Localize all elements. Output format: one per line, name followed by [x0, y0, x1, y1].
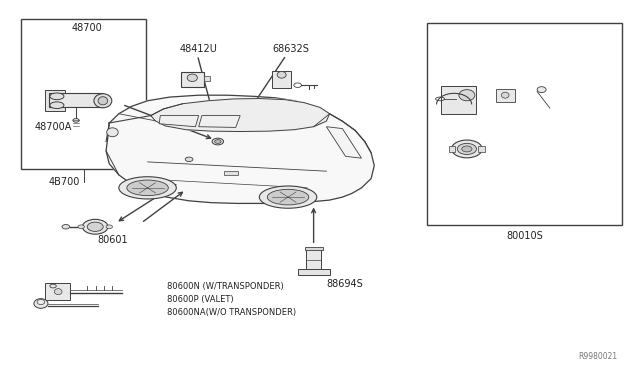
- Ellipse shape: [537, 87, 546, 93]
- Ellipse shape: [94, 94, 112, 108]
- Ellipse shape: [268, 189, 309, 205]
- Bar: [478, 146, 484, 152]
- Text: 48700A: 48700A: [35, 122, 72, 132]
- Text: 80600P (VALET): 80600P (VALET): [167, 295, 234, 304]
- Bar: [180, 72, 204, 87]
- Ellipse shape: [73, 119, 79, 122]
- Text: R9980021: R9980021: [578, 352, 618, 361]
- Bar: [305, 247, 323, 250]
- Ellipse shape: [259, 186, 317, 208]
- Ellipse shape: [87, 222, 103, 231]
- Ellipse shape: [107, 128, 118, 137]
- Text: 80601: 80601: [97, 235, 128, 245]
- Ellipse shape: [50, 93, 64, 100]
- Ellipse shape: [277, 71, 286, 78]
- Text: 48412U: 48412U: [180, 44, 218, 54]
- Ellipse shape: [62, 225, 70, 229]
- Bar: [428, 23, 622, 225]
- Text: 80600NA(W/O TRANSPONDER): 80600NA(W/O TRANSPONDER): [167, 308, 296, 317]
- Ellipse shape: [83, 219, 108, 234]
- Ellipse shape: [54, 289, 62, 295]
- Text: 4B700: 4B700: [49, 177, 80, 187]
- Bar: [306, 249, 321, 269]
- Polygon shape: [326, 127, 362, 158]
- Bar: [21, 19, 146, 169]
- Ellipse shape: [127, 180, 168, 196]
- Polygon shape: [106, 95, 374, 203]
- Ellipse shape: [119, 177, 176, 199]
- Bar: [495, 89, 515, 102]
- Polygon shape: [159, 116, 198, 127]
- Ellipse shape: [501, 92, 509, 98]
- Bar: [49, 93, 103, 108]
- Ellipse shape: [78, 225, 84, 229]
- Text: 80600N (W/TRANSPONDER): 80600N (W/TRANSPONDER): [167, 282, 284, 291]
- Polygon shape: [151, 99, 330, 132]
- Bar: [442, 86, 476, 114]
- Bar: [224, 171, 238, 175]
- Bar: [272, 71, 291, 88]
- Ellipse shape: [185, 157, 193, 161]
- Text: 88694S: 88694S: [326, 279, 363, 289]
- Ellipse shape: [106, 225, 113, 229]
- Ellipse shape: [34, 299, 48, 308]
- Bar: [45, 283, 70, 300]
- Text: 48700: 48700: [72, 23, 102, 33]
- Bar: [45, 90, 65, 111]
- Bar: [298, 269, 330, 275]
- Ellipse shape: [458, 143, 476, 154]
- Ellipse shape: [50, 102, 64, 109]
- Ellipse shape: [212, 138, 223, 145]
- Ellipse shape: [187, 74, 197, 81]
- Ellipse shape: [459, 90, 475, 101]
- Bar: [204, 76, 210, 81]
- Ellipse shape: [452, 140, 482, 158]
- Ellipse shape: [462, 146, 472, 152]
- Ellipse shape: [98, 97, 108, 105]
- Text: 80010S: 80010S: [506, 231, 543, 241]
- Text: 68632S: 68632S: [273, 44, 310, 54]
- Ellipse shape: [214, 140, 221, 143]
- Polygon shape: [198, 116, 240, 128]
- Bar: [449, 146, 456, 152]
